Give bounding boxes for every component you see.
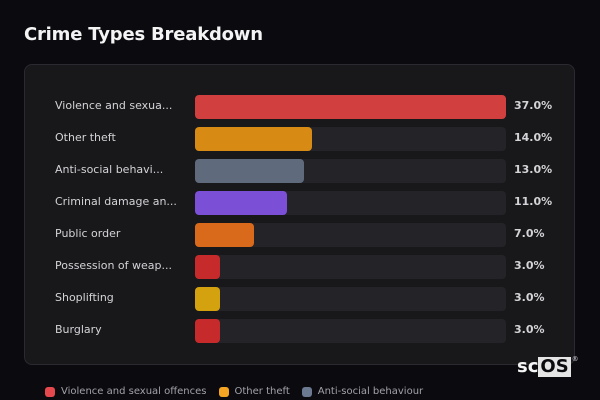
bar-track — [195, 287, 506, 311]
brand-sc: sc — [517, 356, 539, 377]
bar-label: Criminal damage an... — [55, 195, 177, 208]
legend-label: Anti-social behaviour — [317, 386, 424, 397]
chart-card: Violence and sexua... 37.0% Other theft … — [24, 64, 575, 365]
bar-label: Possession of weap... — [55, 259, 172, 272]
bar-label: Violence and sexua... — [55, 99, 173, 112]
bar-value: 3.0% — [514, 323, 545, 336]
bar-track — [195, 223, 506, 247]
bar-value: 14.0% — [514, 131, 553, 144]
bar-row[interactable]: Burglary 3.0% — [25, 319, 574, 343]
bar-row[interactable]: Anti-social behavi... 13.0% — [25, 159, 574, 183]
legend-item[interactable]: Anti-social behaviour — [301, 386, 424, 397]
bar-fill — [195, 223, 254, 247]
brand-os: OS — [538, 356, 571, 377]
bar-label: Anti-social behavi... — [55, 163, 164, 176]
bar-fill — [195, 287, 220, 311]
brand-logo: sc OS ® — [517, 355, 579, 377]
bar-fill — [195, 95, 506, 119]
bar-row[interactable]: Possession of weap... 3.0% — [25, 255, 574, 279]
bar-label: Public order — [55, 227, 121, 240]
bar-track — [195, 191, 506, 215]
bar-value: 7.0% — [514, 227, 545, 240]
bar-value: 3.0% — [514, 259, 545, 272]
legend-swatch — [218, 386, 229, 397]
bar-fill — [195, 191, 287, 215]
bar-track — [195, 255, 506, 279]
bar-track — [195, 159, 506, 183]
bar-row[interactable]: Other theft 14.0% — [25, 127, 574, 151]
legend-label: Violence and sexual offences — [61, 386, 207, 397]
bar-fill — [195, 127, 312, 151]
bar-track — [195, 127, 506, 151]
bar-label: Other theft — [55, 131, 116, 144]
legend-swatch — [45, 386, 55, 397]
bar-track — [195, 319, 506, 343]
page-title: Crime Types Breakdown — [24, 24, 263, 45]
bar-fill — [195, 159, 304, 183]
bar-row[interactable]: Public order 7.0% — [25, 223, 574, 247]
bar-value: 13.0% — [514, 163, 553, 176]
bar-value: 37.0% — [514, 99, 553, 112]
bar-row[interactable]: Shoplifting 3.0% — [25, 287, 574, 311]
bar-label: Burglary — [55, 323, 102, 336]
legend-item[interactable]: Other theft — [218, 386, 290, 397]
bar-track — [195, 95, 506, 119]
legend-label: Other theft — [234, 386, 290, 397]
bar-fill — [195, 319, 220, 343]
legend-item[interactable]: Violence and sexual offences — [45, 386, 207, 397]
legend-swatch — [301, 386, 312, 397]
chart-legend: Violence and sexual offences Other theft… — [45, 386, 423, 397]
bar-value: 11.0% — [514, 195, 553, 208]
bar-fill — [195, 255, 220, 279]
bar-value: 3.0% — [514, 291, 545, 304]
bar-row[interactable]: Violence and sexua... 37.0% — [25, 95, 574, 119]
bar-row[interactable]: Criminal damage an... 11.0% — [25, 191, 574, 215]
bar-label: Shoplifting — [55, 291, 114, 304]
registered-icon: ® — [571, 355, 579, 363]
